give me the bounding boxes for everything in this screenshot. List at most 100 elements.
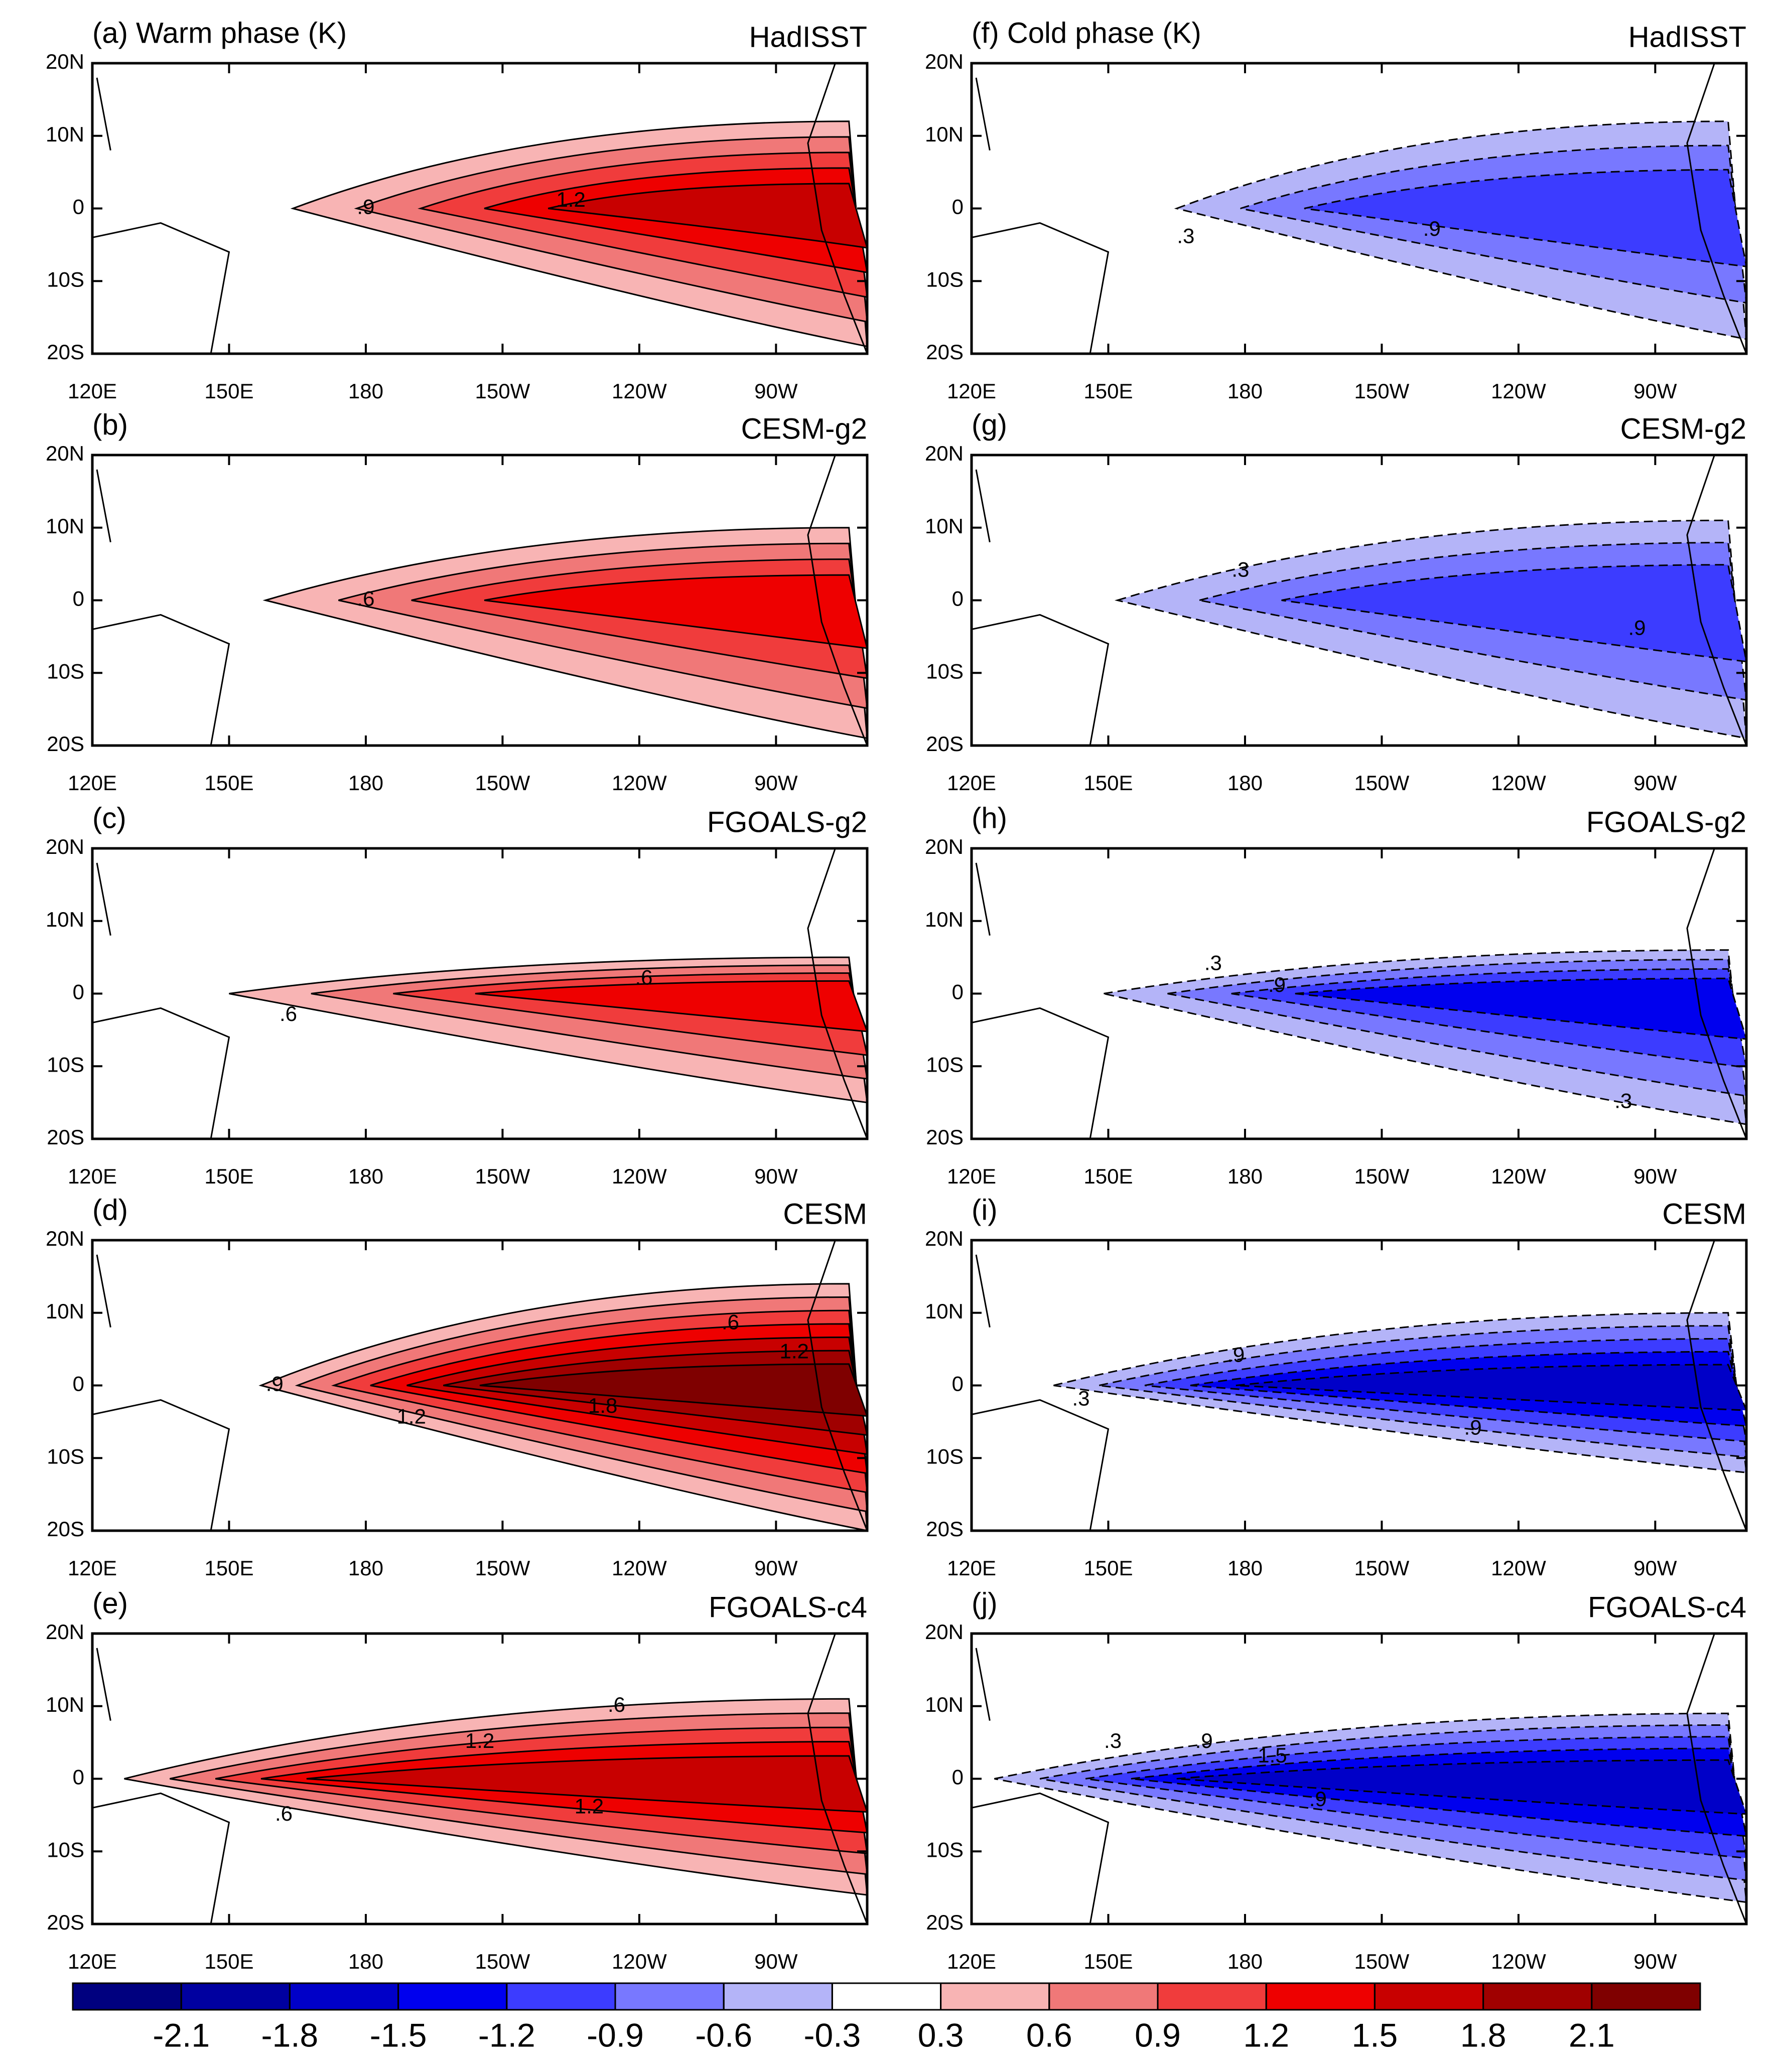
x-tick-label: 150W [475,771,530,795]
y-tick-label: 10S [926,1444,964,1468]
y-tick-label: 0 [952,980,964,1004]
contour-fills [972,848,1746,1139]
x-tick-label: 120W [612,1950,667,1973]
x-tick-label: 120E [947,771,996,795]
y-tick-label: 20S [47,340,84,364]
colorbar-label: -0.6 [695,2016,752,2053]
contour-label: .3 [1232,558,1249,581]
contour-region [1304,169,1746,267]
y-tick-label: 10N [925,1693,964,1716]
contour-label: 1.2 [575,1794,604,1818]
colorbar-box [940,1982,1050,2011]
contour-label: 1.2 [556,188,585,211]
colorbar-box [180,1982,291,2011]
map-panel: (c) FGOALS-g2 120E 150E 180 150W 120W 90W 20N 10N… [46,802,869,1188]
x-tick-label: 90W [754,379,798,403]
colorbar-box [506,1982,616,2011]
colorbar-label: 0.6 [1026,2016,1072,2053]
x-tick-label: 90W [1633,1556,1677,1580]
x-tick-label: 120E [68,1556,117,1580]
colorbar-label: -2.1 [153,2016,210,2053]
panel-label: (d) [92,1194,128,1226]
contour-label: 1.2 [397,1405,426,1428]
contour-region [1295,977,1746,1040]
coastline [92,1254,230,1531]
coastline [807,1634,867,1924]
colorbar-box [723,1982,833,2011]
y-tick-label: 20S [47,732,84,756]
colorbar-label: -1.2 [478,2016,535,2053]
x-tick-label: 120W [1491,1556,1546,1580]
contour-label: .6 [280,1002,297,1025]
contour-label: .3 [1204,951,1222,975]
y-tick-label: 0 [952,195,964,219]
contour-fills [92,63,867,354]
x-tick-label: 180 [348,1950,383,1973]
x-tick-label: 120W [612,1556,667,1580]
colorbar-label: -1.8 [261,2016,319,2053]
map-panel: (d) CESM 120E 150E 180 150W 120W 90W 20N 10N 0 10S 2… [46,1194,869,1580]
y-tick-label: 20N [925,1227,964,1250]
colorbar-box [1157,1982,1267,2011]
coastline [1686,455,1746,746]
contour-label: 1.2 [779,1339,808,1363]
panel-label: (e) [92,1587,128,1619]
x-tick-label: 150W [1354,1164,1410,1188]
x-tick-label: 150E [204,1556,253,1580]
y-tick-label: 20S [926,1125,964,1149]
x-tick-label: 180 [1227,1556,1263,1580]
y-tick-label: 0 [952,587,964,611]
y-tick-label: 10N [925,1299,964,1323]
colorbar-label: -0.3 [804,2016,861,2053]
map-panel: (b) CESM-g2 120E 150E 180 150W 120W 90W 20N 10N 0 1… [46,408,869,795]
contour-fills [972,1634,1746,1924]
x-tick-label: 150W [1354,379,1410,403]
colorbar-box [831,1982,942,2011]
y-tick-label: 20S [47,1125,84,1149]
coastline [807,63,867,354]
y-tick-label: 0 [73,980,84,1004]
x-tick-label: 120E [947,1556,996,1580]
coastline [1686,848,1746,1139]
y-tick-label: 20S [47,1517,84,1541]
y-tick-label: 20N [925,441,964,465]
y-tick-label: 20S [926,732,964,756]
x-tick-label: 120W [612,379,667,403]
y-tick-label: 20N [925,50,964,73]
map-panel: (e) FGOALS-c4 120E 150E 180 150W 120W 90W 20N 10N… [46,1587,869,1973]
contour-label: 1.8 [588,1394,617,1417]
colorbar-label: 0.3 [918,2016,964,2053]
x-tick-label: 180 [1227,1950,1263,1973]
contour-label: .6 [635,966,652,989]
colorbar-label: 2.1 [1569,2016,1615,2053]
y-tick-label: 0 [952,1372,964,1396]
x-tick-label: 150E [1083,771,1133,795]
colorbar-box [1265,1982,1376,2011]
map-panel: (f) Cold phase (K) HadISST 120E 150E 180 150W… [925,17,1748,403]
y-tick-label: 10N [46,1299,84,1323]
x-tick-label: 150E [204,1164,253,1188]
x-tick-label: 120W [1491,1950,1546,1973]
model-name: HadISST [749,21,867,53]
map-panel: (i) CESM 120E 150E 180 150W 120W 90W 20N 10N 0 10S 2… [925,1194,1748,1580]
y-tick-label: 10N [925,514,964,538]
contour-region [479,1363,867,1417]
coastline [92,862,230,1139]
model-name: FGOALS-c4 [709,1591,867,1623]
coastline [807,848,867,1139]
x-tick-label: 150E [1083,379,1133,403]
colorbar-label: 0.9 [1135,2016,1181,2053]
contour-label: .9 [1268,973,1286,996]
y-tick-label: 20S [926,1910,964,1934]
x-tick-label: 90W [754,1950,798,1973]
y-tick-label: 10N [925,122,964,146]
contour-label: .9 [1464,1415,1482,1439]
x-tick-label: 90W [1633,771,1677,795]
contour-label: .9 [1309,1787,1327,1811]
y-tick-label: 10N [46,908,84,931]
y-tick-label: 20N [46,835,84,858]
y-tick-label: 20N [925,1620,964,1644]
contour-fills [972,63,1746,354]
model-name: FGOALS-g2 [707,806,867,838]
